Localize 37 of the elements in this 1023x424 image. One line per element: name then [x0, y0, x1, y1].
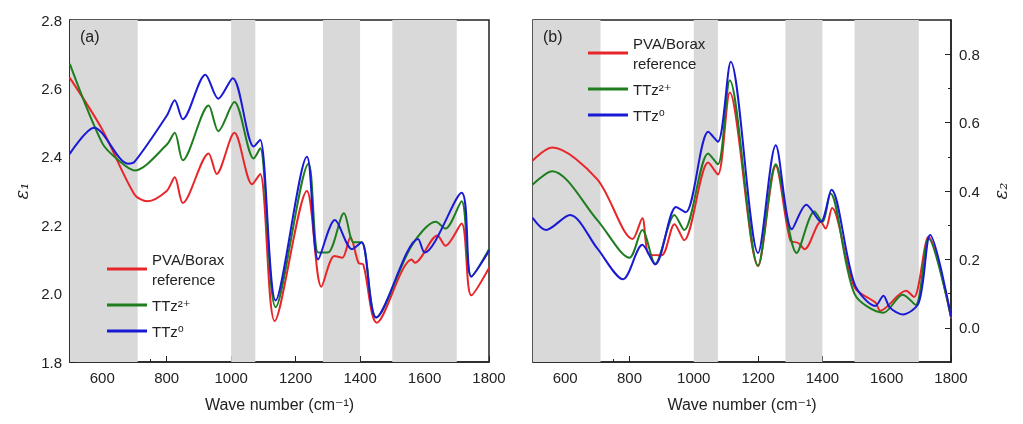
x-tick-label: 1400 [343, 369, 377, 386]
x-tick-label: 600 [89, 369, 115, 386]
y2-tick-label: 0.0 [959, 319, 980, 337]
y2-tick-label: 0.2 [959, 250, 980, 268]
y2-tick-label: 0.4 [959, 182, 980, 200]
x-tick-label: 1000 [677, 369, 711, 386]
x-axis-title: Wave number (cm⁻¹) [204, 395, 355, 413]
legend-label: TTz⁰ [633, 106, 665, 124]
y-tick-label: 2.0 [41, 285, 62, 303]
y-tick-label: 2.2 [41, 216, 62, 234]
x-tick-label: 1600 [870, 369, 904, 386]
x-tick-label: 1600 [407, 369, 442, 386]
y-tick-label: 2.6 [41, 79, 62, 97]
y-axis-title: ε₁ [10, 182, 32, 200]
y-tick-label: 2.8 [41, 11, 62, 29]
annotation: (b) [543, 27, 563, 45]
y2-tick-label: 0.6 [959, 114, 980, 132]
annotation: (a) [80, 27, 100, 45]
x-tick-label: 1400 [805, 369, 840, 386]
legend-label: PVA/Borax reference [152, 250, 229, 288]
x-tick-label: 800 [616, 369, 642, 386]
x-tick-label: 1800 [934, 369, 968, 386]
legend-label: PVA/Borax reference [633, 34, 710, 72]
legend-label: TTz²⁺ [633, 80, 672, 98]
x-tick-label: 600 [552, 369, 578, 386]
y2-tick-label: 0.8 [959, 45, 980, 63]
y-tick-label: 1.8 [41, 353, 62, 371]
x-tick-label: 800 [154, 369, 180, 386]
x-tick-label: 1200 [741, 369, 775, 386]
y-tick-label: 2.4 [41, 148, 62, 166]
y2-axis-title: ε₂ [989, 182, 1011, 200]
x-tick-label: 1800 [472, 369, 506, 386]
legend-label: TTz²⁺ [152, 296, 191, 314]
x-axis-title: Wave number (cm⁻¹) [667, 395, 817, 413]
x-tick-label: 1000 [214, 369, 248, 386]
x-tick-label: 1200 [278, 369, 313, 386]
legend-label: TTz⁰ [152, 322, 184, 340]
